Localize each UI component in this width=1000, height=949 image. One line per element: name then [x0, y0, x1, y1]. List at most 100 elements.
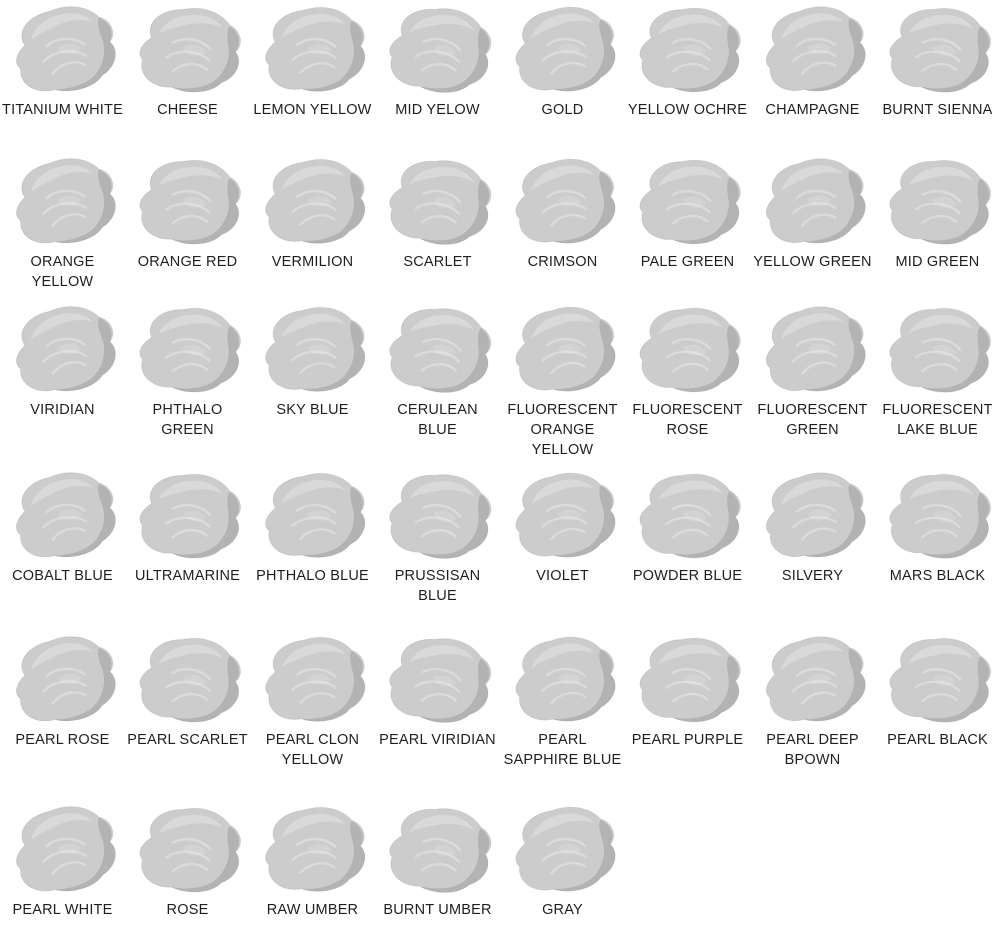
- paint-blob-icon: [389, 8, 492, 93]
- paint-blob-icon: [265, 806, 366, 892]
- paint-blob-icon: [15, 636, 116, 722]
- swatch-label: PHTHALO BLUE: [256, 568, 369, 584]
- swatch-cell: VIOLET: [500, 466, 625, 586]
- swatch-row: PEARL ROSE PEARL SCARLET PEA: [0, 630, 1000, 800]
- swatch-label: CHEESE: [157, 102, 218, 118]
- paint-blob-icon: [515, 636, 616, 722]
- paint-blob-icon: [889, 307, 992, 393]
- swatch-label: MID GREEN: [895, 254, 980, 270]
- swatch-cell: SCARLET: [375, 152, 500, 272]
- paint-blob-icon: [265, 6, 366, 92]
- swatch-cell: ROSE: [125, 800, 250, 920]
- swatch-cell: MARS BLACK: [875, 466, 1000, 586]
- swatch-cell: YELLOW OCHRE: [625, 0, 750, 120]
- swatch-cell: PEARL PURPLE: [625, 630, 750, 750]
- swatch-label: ORANGE YELLOW: [30, 254, 95, 290]
- swirl-detail: [164, 338, 212, 373]
- swirl-detail: [164, 38, 212, 73]
- paint-blob-icon: [889, 159, 992, 245]
- swatch-cell: POWDER BLUE: [625, 466, 750, 586]
- swatch-label: RAW UMBER: [266, 902, 359, 918]
- paint-blob-icon: [265, 158, 366, 244]
- paint-blob-icon: [139, 807, 242, 893]
- swatch-label: YELLOW OCHRE: [627, 102, 748, 118]
- paint-blob-icon: [389, 474, 492, 559]
- swatch-row: COBALT BLUE ULTRAMARINE PHTH: [0, 466, 1000, 630]
- swatch-label: COBALT BLUE: [12, 568, 113, 584]
- swirl-detail: [42, 189, 88, 227]
- swatch-cell: TITANIUM WHITE: [0, 0, 125, 120]
- paint-blob-icon: [639, 159, 741, 245]
- swirl-detail: [914, 38, 962, 73]
- swirl-detail: [541, 189, 588, 227]
- swatch-cell: FLUORESCENT LAKE BLUE: [875, 300, 1000, 440]
- swatch-row: VIRIDIAN PHTHALO GREEN SKY B: [0, 300, 1000, 466]
- swirl-detail: [42, 667, 88, 705]
- swatch-label: GRAY: [542, 902, 583, 918]
- swatch-label: YELLOW GREEN: [753, 254, 872, 270]
- swatch-cell: VERMILION: [250, 152, 375, 272]
- swatch-cell: PALE GREEN: [625, 152, 750, 272]
- swatch-cell: SKY BLUE: [250, 300, 375, 420]
- swatch-label: SKY BLUE: [276, 402, 349, 418]
- swatch-label: ROSE: [166, 902, 209, 918]
- swatch-label: PEARL SAPPHIRE BLUE: [503, 732, 622, 768]
- swatch-cell: BURNT SIENNA: [875, 0, 1000, 120]
- swatch-label: CRIMSON: [527, 254, 598, 270]
- swatch-cell: ORANGE RED: [125, 152, 250, 272]
- swatch-label: FLUORESCENT ORANGE YELLOW: [507, 402, 618, 458]
- swirl-detail: [791, 667, 838, 705]
- swatch-cell: PEARL BLACK: [875, 630, 1000, 750]
- swatch-label: ORANGE RED: [137, 254, 238, 270]
- swatch-label: PALE GREEN: [640, 254, 735, 270]
- paint-blob-icon: [515, 6, 616, 92]
- swirl-detail: [414, 38, 462, 72]
- paint-blob-icon: [15, 158, 116, 244]
- swatch-label: ULTRAMARINE: [134, 568, 241, 584]
- swatch-cell: GRAY: [500, 800, 625, 920]
- swatch-cell: COBALT BLUE: [0, 466, 125, 586]
- swirl-detail: [291, 667, 337, 704]
- paint-blob-icon: [639, 7, 741, 93]
- swatch-cell: ULTRAMARINE: [125, 466, 250, 586]
- swatch-label: PRUSSISAN BLUE: [394, 568, 481, 604]
- swatch-cell: FLUORESCENT GREEN: [750, 300, 875, 440]
- swatch-cell: FLUORESCENT ROSE: [625, 300, 750, 440]
- swirl-detail: [791, 503, 838, 541]
- swatch-label: PHTHALO GREEN: [152, 402, 223, 438]
- swatch-label: PEARL PURPLE: [631, 732, 744, 748]
- swirl-detail: [665, 38, 712, 73]
- swirl-detail: [541, 37, 588, 75]
- swatch-label: VERMILION: [271, 254, 354, 270]
- paint-blob-icon: [765, 6, 866, 92]
- swatch-cell: PEARL SCARLET: [125, 630, 250, 750]
- swirl-detail: [414, 838, 462, 872]
- swatch-cell: PEARL DEEP BPOWN: [750, 630, 875, 770]
- swirl-detail: [665, 338, 712, 373]
- swirl-detail: [665, 504, 712, 539]
- paint-blob-icon: [15, 472, 116, 558]
- paint-blob-icon: [15, 806, 116, 892]
- swatch-label: VIOLET: [536, 568, 589, 584]
- swirl-detail: [291, 837, 337, 874]
- swatch-cell: VIRIDIAN: [0, 300, 125, 420]
- swirl-detail: [164, 190, 212, 225]
- swatch-label: PEARL ROSE: [15, 732, 110, 748]
- swirl-detail: [665, 190, 712, 225]
- swirl-detail: [42, 837, 88, 875]
- swirl-detail: [414, 190, 462, 224]
- swirl-detail: [541, 503, 588, 541]
- swatch-cell: PEARL SAPPHIRE BLUE: [500, 630, 625, 770]
- swatch-cell: ORANGE YELLOW: [0, 152, 125, 292]
- swirl-detail: [791, 189, 838, 227]
- swatch-cell: PEARL WHITE: [0, 800, 125, 920]
- swatch-label: MARS BLACK: [889, 568, 986, 584]
- swatch-cell: FLUORESCENT ORANGE YELLOW: [500, 300, 625, 460]
- swirl-detail: [914, 668, 962, 703]
- swatch-cell: PRUSSISAN BLUE: [375, 466, 500, 606]
- paint-blob-icon: [139, 159, 242, 245]
- swatch-label: SCARLET: [403, 254, 472, 270]
- paint-blob-icon: [265, 306, 366, 392]
